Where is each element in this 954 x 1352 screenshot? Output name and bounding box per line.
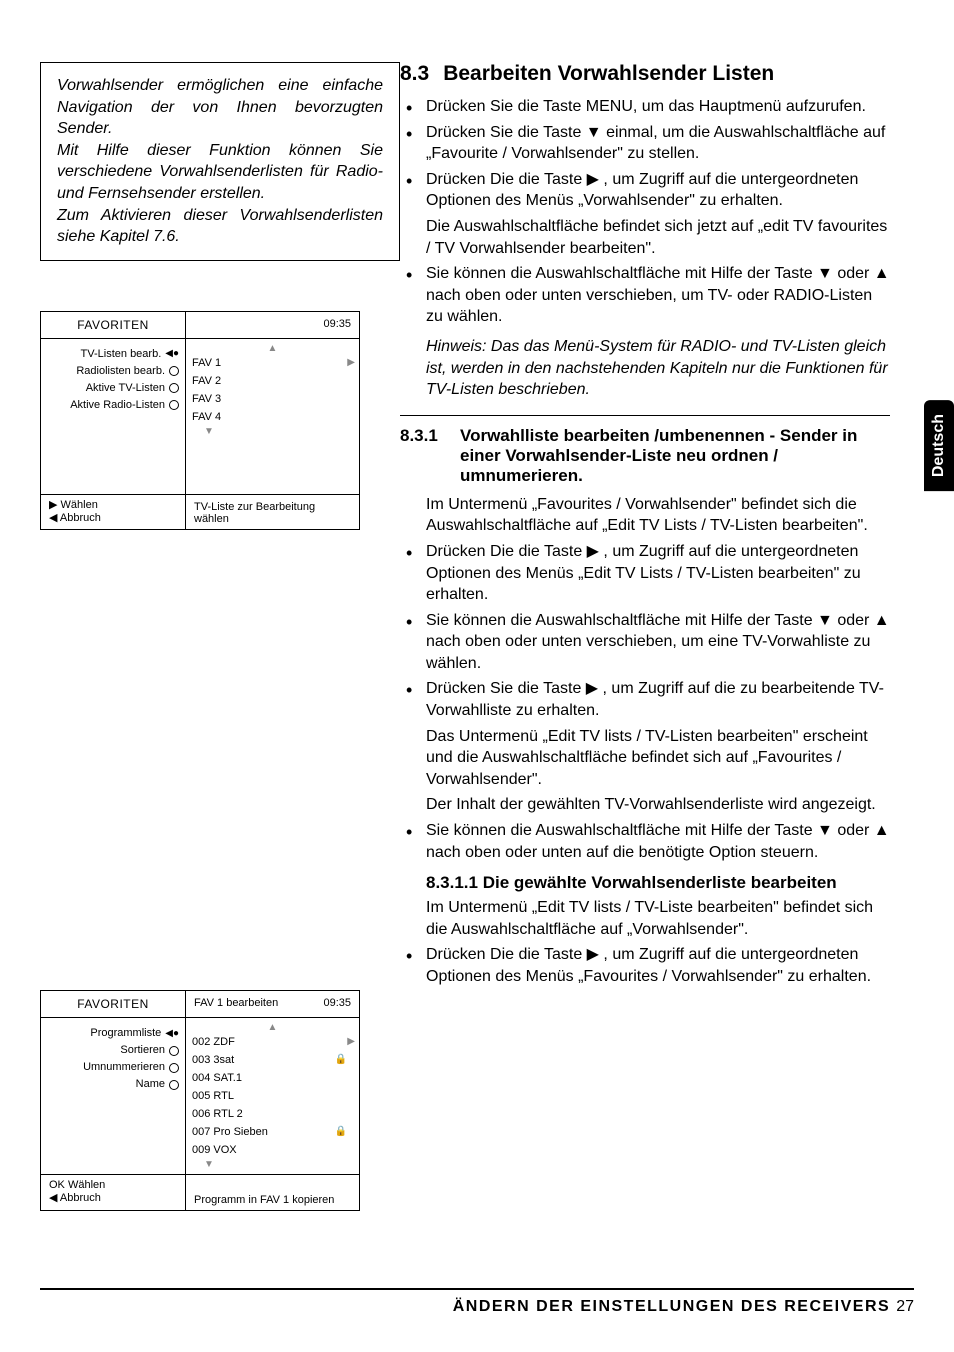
language-tab: Deutsch [924,400,954,491]
lock-icon: 🔒 [335,1054,347,1065]
sub2-list: Im Untermenü „Edit TV lists / TV-Liste b… [400,897,890,987]
radio-icon [169,1063,179,1073]
intro-p2: Mit Hilfe dieser Funktion können Sie ver… [57,140,383,205]
radio-icon [169,400,179,410]
section-list: Drücken Sie die Taste MENU, um das Haupt… [400,96,890,328]
intro-p1: Vorwahlsender ermöglichen eine einfache … [57,75,383,140]
section-heading: 8.3Bearbeiten Vorwahlsender Listen [400,62,890,86]
ss2-left-panel: Programmliste◀● Sortieren Umnummerieren … [41,1018,186,1174]
scroll-down-icon: ▼ [192,1159,353,1170]
lr-arrows-icon: ◀● [165,1029,179,1039]
ss2-time: 09:35 [323,997,351,1011]
radio-icon [169,366,179,376]
intro-p3: Zum Aktivieren dieser Vorwahlsenderliste… [57,205,383,248]
ss1-title: FAVORITEN [41,312,186,338]
lock-icon: 🔒 [335,1126,347,1137]
page-footer: ÄNDERN DER EINSTELLUNGEN DES RECEIVERS27 [40,1288,914,1316]
scroll-up-icon: ▲ [192,343,353,354]
ss2-title: FAVORITEN [41,991,186,1017]
lr-arrows-icon: ◀● [165,349,179,359]
tv-menu-screenshot-1: FAVORITEN 09:35 TV-Listen bearb.◀● Radio… [40,311,360,530]
section-note: Hinweis: Das das Menü-System für RADIO- … [400,336,890,401]
intro-box: Vorwahlsender ermöglichen eine einfache … [40,62,400,261]
ss1-footer-left: ▶ Wählen ◀ Abbruch [41,495,186,529]
ss1-footer-right: TV-Liste zur Bearbeitung wählen [186,495,359,529]
ss2-footer-right: Programm in FAV 1 kopieren [186,1175,359,1209]
radio-icon [169,1046,179,1056]
scroll-up-icon: ▲ [192,1022,353,1033]
scroll-down-icon: ▼ [192,426,353,437]
ss2-right-panel: ▲ ▶ 002 ZDF 003 3sat🔒 004 SAT.1 005 RTL … [186,1018,359,1174]
ss1-time: 09:35 [323,318,351,332]
ss2-footer-left: OK Wählen ◀ Abbruch [41,1175,186,1209]
radio-icon [169,383,179,393]
radio-icon [169,1080,179,1090]
ss1-left-panel: TV-Listen bearb.◀● Radiolisten bearb. Ak… [41,339,186,494]
sub-list: Im Untermenü „Favourites / Vorwahlsender… [400,494,890,864]
subsub-heading: 8.3.1.1 Die gewählte Vorwahlsenderliste … [426,873,890,893]
tv-menu-screenshot-2: FAVORITEN FAV 1 bearbeiten09:35 Programm… [40,990,360,1210]
ss1-right-panel: ▲ ▶ FAV 1 FAV 2 FAV 3 FAV 4 ▼ [186,339,359,494]
chevron-right-icon: ▶ [347,357,355,368]
subsection-heading: 8.3.1Vorwahlliste bearbeiten /umbenennen… [400,415,890,486]
